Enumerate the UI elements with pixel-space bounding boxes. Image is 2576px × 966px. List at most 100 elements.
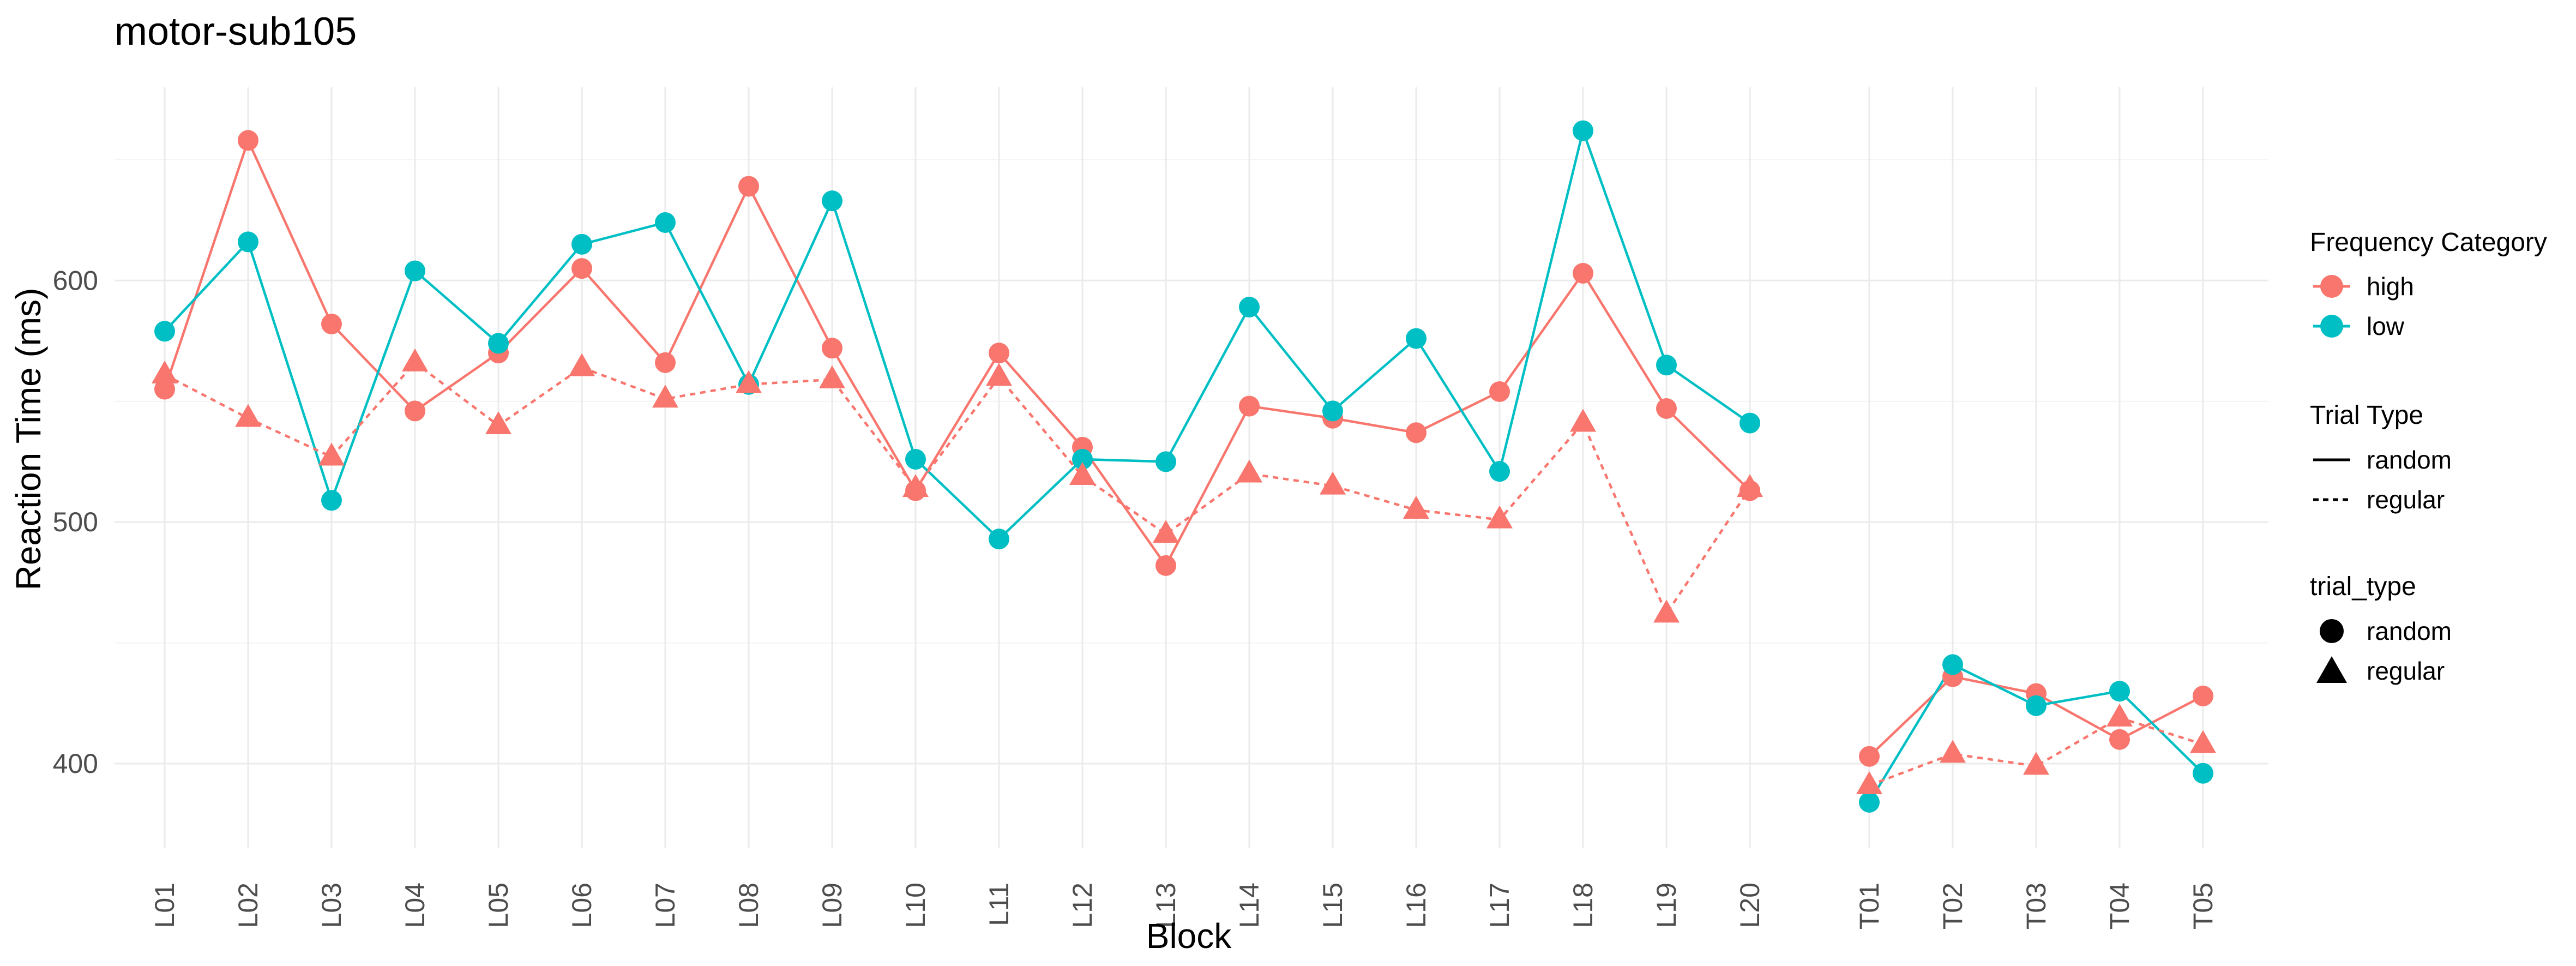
data-point-high-random: [571, 258, 592, 279]
data-point-low-random: [488, 333, 509, 354]
data-point-high-random: [1859, 746, 1880, 767]
data-point-high-regular: [986, 363, 1012, 386]
data-point-high-regular: [235, 404, 261, 427]
chart-title: motor-sub105: [115, 10, 357, 53]
x-tick-label: L13: [1151, 883, 1181, 928]
x-tick-label: L10: [900, 883, 931, 928]
x-tick-label: T02: [1937, 883, 1968, 929]
x-tick-label: L15: [1317, 883, 1348, 928]
legend-label-shape-random: random: [2367, 617, 2452, 645]
x-axis-title: Block: [1146, 916, 1232, 956]
x-tick-label: L04: [400, 883, 430, 928]
data-point-high-random: [1656, 398, 1677, 419]
y-tick-label: 500: [53, 507, 98, 537]
x-tick-label: T04: [2104, 883, 2135, 929]
data-point-low-random: [1322, 400, 1343, 422]
data-point-high-regular: [485, 411, 511, 434]
data-point-high-random: [2193, 686, 2213, 706]
legend-title-trial-shape: trial_type: [2310, 572, 2416, 601]
data-point-high-regular: [652, 385, 678, 408]
series-line-high-random: [163, 137, 1751, 568]
data-point-low-random: [1740, 412, 1760, 434]
data-point-low-random: [1942, 654, 1963, 675]
data-point-high-regular: [1320, 471, 1346, 495]
data-point-low-random: [1489, 461, 1510, 482]
data-point-high-random: [822, 338, 842, 359]
data-point-high-regular: [402, 348, 428, 371]
y-tick-label: 400: [53, 748, 98, 779]
legend-title-trial-type: Trial Type: [2310, 401, 2423, 430]
data-point-high-regular: [1236, 459, 1262, 483]
x-tick-label: L11: [984, 883, 1014, 926]
legend: Frequency Category high low Trial Type r…: [2310, 228, 2547, 685]
x-tick-label: L18: [1568, 883, 1598, 928]
legend-key-shape-regular: [2316, 656, 2347, 683]
y-axis-title: Reaction Time (ms): [9, 288, 48, 591]
data-point-high-random: [1573, 263, 1593, 284]
x-tick-label: L06: [567, 883, 597, 928]
data-point-low-random: [321, 490, 342, 511]
data-point-high-regular: [2190, 730, 2216, 753]
x-tick-label: L08: [733, 883, 764, 928]
axes: 400 500 600 L01 L02 L03 L04 L05 L06 L07 L08 L09 L10 L…: [53, 265, 2218, 929]
grid: [115, 87, 2268, 848]
data-point-high-regular: [318, 442, 345, 466]
data-point-high-random: [1489, 381, 1510, 402]
data-point-high-random: [655, 352, 676, 373]
x-tick-label: L14: [1234, 883, 1265, 928]
series-layer: [152, 120, 2216, 813]
x-tick-label: L12: [1067, 883, 1098, 928]
data-point-low-random: [1239, 297, 1260, 317]
data-point-high-regular: [1737, 474, 1763, 497]
data-point-high-regular: [2023, 752, 2049, 775]
data-point-low-random: [1656, 355, 1677, 376]
y-tick-label: 600: [53, 265, 98, 296]
data-point-low-random: [571, 233, 592, 255]
data-point-high-random: [1239, 395, 1260, 417]
x-tick-label: L05: [483, 883, 514, 928]
data-point-high-regular: [1940, 740, 1966, 763]
data-point-low-random: [1859, 791, 1880, 813]
data-point-low-random: [905, 449, 926, 470]
legend-title-frequency: Frequency Category: [2310, 228, 2547, 257]
data-point-low-random: [989, 529, 1009, 550]
legend-label-line-random: random: [2367, 446, 2452, 474]
x-tick-label: L07: [650, 883, 681, 928]
legend-key-shape-random: [2320, 619, 2344, 643]
x-tick-label: L20: [1735, 883, 1765, 928]
x-tick-label: L03: [316, 883, 347, 928]
legend-label-low: low: [2367, 312, 2405, 340]
data-point-high-random: [989, 343, 1009, 364]
series-line-high-regular: [164, 361, 1751, 617]
x-tick-label: L17: [1484, 883, 1515, 928]
data-point-low-random: [154, 321, 175, 342]
x-tick-label: T01: [1854, 883, 1885, 929]
data-point-low-random: [2026, 695, 2047, 716]
data-point-low-random: [822, 190, 842, 212]
x-tick-label: L19: [1651, 883, 1682, 928]
data-point-high-regular: [1570, 409, 1596, 432]
data-point-high-random: [738, 176, 759, 197]
data-point-low-random: [2109, 681, 2130, 702]
data-point-high-regular: [736, 370, 762, 393]
data-point-high-random: [154, 379, 175, 400]
series-line-low-random: [164, 126, 1751, 541]
data-point-low-random: [1155, 451, 1176, 472]
legend-key-point-low: [2320, 315, 2343, 338]
data-point-low-random: [1406, 328, 1427, 349]
x-tick-label: T03: [2021, 883, 2051, 929]
data-point-high-random: [2109, 729, 2130, 750]
legend-label-high: high: [2367, 272, 2414, 301]
x-tick-label: L09: [817, 883, 847, 928]
x-tick-label: L02: [233, 883, 263, 928]
data-point-high-random: [405, 400, 425, 422]
data-point-low-random: [655, 212, 676, 233]
data-point-high-random: [1155, 555, 1176, 576]
legend-label-shape-regular: regular: [2367, 657, 2445, 685]
data-point-high-random: [1406, 422, 1427, 443]
data-point-low-random: [1072, 449, 1093, 470]
x-tick-label: T05: [2188, 883, 2218, 929]
data-point-high-regular: [1486, 505, 1513, 529]
x-tick-label: L01: [149, 883, 180, 928]
